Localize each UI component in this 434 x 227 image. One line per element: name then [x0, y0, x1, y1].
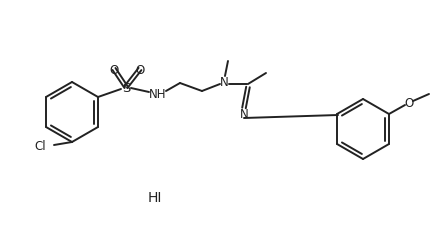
Text: HI: HI — [148, 190, 162, 204]
Text: O: O — [404, 96, 414, 109]
Text: Cl: Cl — [34, 140, 46, 153]
Text: S: S — [122, 81, 130, 94]
Text: O: O — [109, 63, 118, 76]
Text: O: O — [135, 63, 145, 76]
Text: N: N — [220, 75, 228, 88]
Text: NH: NH — [149, 87, 167, 100]
Text: N: N — [240, 107, 248, 120]
